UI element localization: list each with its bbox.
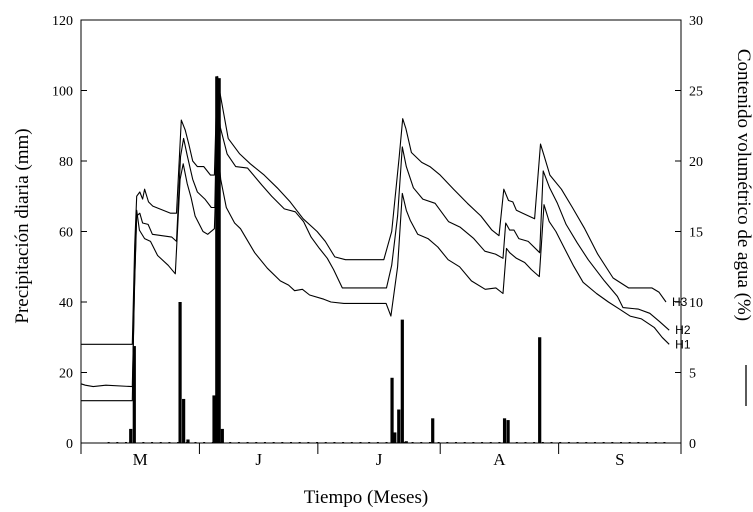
y-left-tick-label: 80: [59, 155, 73, 170]
y-right-tick-label: 5: [689, 367, 696, 382]
precipitation-bar: [404, 441, 408, 443]
precipitation-bar: [182, 398, 186, 443]
precipitation-bar: [502, 418, 507, 443]
series-label-h2: H2: [675, 323, 691, 337]
y-right-tick-label: 15: [689, 226, 703, 241]
y-axis-right-title: Contenido volumétrico de agua (%): [733, 49, 753, 321]
y-axis-left-ticks: 0 20 40 60 80 100 120: [52, 14, 87, 452]
y-left-tick-label: 40: [59, 296, 73, 311]
y-right-tick-label: 20: [689, 155, 703, 170]
y-left-tick-label: 20: [59, 367, 73, 382]
series-line-h3: [81, 75, 667, 345]
y-axis-right-ticks: 0 5 10 15 20 25 30: [675, 14, 703, 452]
series-label-h1: H1: [675, 337, 691, 351]
plot-frame: [80, 19, 682, 444]
y-left-tick-label: 100: [52, 85, 73, 100]
precipitation-bar: [132, 346, 136, 443]
x-month-label: J: [376, 450, 383, 469]
precipitation-bar: [220, 428, 224, 443]
plot-area-border: [80, 19, 682, 444]
y-axis-right-title-group: Contenido volumétrico de agua (%): [733, 49, 753, 406]
precipitation-bar: [538, 337, 542, 443]
y-right-tick-label: 30: [689, 14, 703, 29]
precipitation-bar: [212, 395, 216, 443]
y-right-tick-label: 0: [689, 437, 696, 452]
y-right-tick-label: 10: [689, 296, 703, 311]
precipitation-bar: [390, 377, 394, 443]
precipitation-bar: [129, 428, 133, 443]
x-month-label: S: [615, 450, 624, 469]
y-left-tick-label: 0: [66, 437, 73, 452]
x-axis-title: Tiempo (Meses): [304, 487, 428, 508]
precipitation-bar: [397, 409, 401, 443]
precipitation-bar: [217, 78, 221, 443]
y-left-tick-label: 120: [52, 14, 73, 29]
precipitation-bar: [506, 420, 510, 443]
precipitation-bar: [400, 319, 404, 443]
precipitation-bars: [107, 76, 666, 444]
y-right-tick-label: 25: [689, 85, 703, 100]
precipitation-bar: [215, 76, 219, 444]
precipitation-bar: [393, 432, 397, 443]
y-axis-left-title: Precipitación diaria (mm): [12, 128, 33, 323]
y-left-tick-label: 60: [59, 226, 73, 241]
precipitation-bar: [178, 302, 182, 443]
precipitation-bar: [186, 439, 190, 443]
series-line-h2: [80, 89, 670, 388]
y-axis-left-title-group: Precipitación diaria (mm): [12, 128, 33, 323]
x-month-label: J: [255, 450, 262, 469]
series-line-h1: [81, 142, 670, 402]
x-month-label: M: [133, 450, 148, 469]
x-month-label: A: [493, 450, 506, 469]
precipitation-bar: [431, 418, 435, 443]
